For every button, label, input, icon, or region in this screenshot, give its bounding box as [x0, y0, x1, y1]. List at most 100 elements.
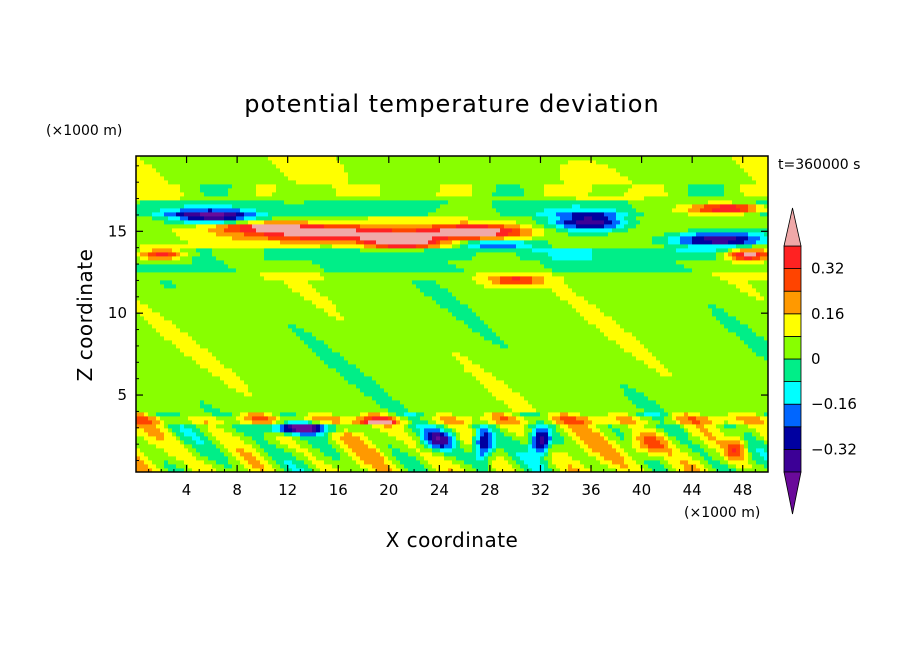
contour-cell	[268, 196, 273, 201]
contour-cell	[300, 304, 305, 309]
contour-cell	[260, 316, 265, 321]
contour-cell	[276, 212, 281, 217]
contour-cell	[208, 468, 213, 472]
contour-cell	[360, 372, 365, 377]
contour-cell	[248, 268, 253, 273]
contour-cell	[364, 256, 369, 261]
contour-cell	[284, 160, 289, 165]
contour-cell	[144, 456, 149, 461]
contour-cell	[372, 284, 377, 289]
contour-cell	[192, 364, 197, 369]
contour-cell	[324, 304, 329, 309]
contour-cell	[340, 200, 345, 205]
contour-cell	[308, 356, 313, 361]
contour-cell	[192, 444, 197, 449]
contour-cell	[324, 228, 329, 233]
contour-cell	[352, 332, 357, 337]
contour-cell	[384, 156, 389, 161]
contour-cell	[212, 336, 217, 341]
contour-cell	[328, 260, 333, 265]
contour-cell	[300, 288, 305, 293]
contour-cell	[232, 388, 237, 393]
contour-cell	[208, 348, 213, 353]
contour-cell	[312, 344, 317, 349]
contour-cell	[204, 156, 209, 161]
contour-cell	[272, 172, 277, 177]
contour-cell	[232, 408, 237, 413]
contour-cell	[156, 156, 161, 161]
contour-cell	[220, 420, 225, 425]
contour-cell	[308, 364, 313, 369]
contour-cell	[348, 228, 353, 233]
contour-cell	[324, 188, 329, 193]
contour-cell	[324, 468, 329, 472]
contour-cell	[356, 172, 361, 177]
contour-cell	[200, 164, 205, 169]
contour-cell	[172, 184, 177, 189]
contour-cell	[344, 352, 349, 357]
contour-cell	[204, 344, 209, 349]
contour-cell	[260, 220, 265, 225]
contour-cell	[332, 340, 337, 345]
contour-cell	[192, 208, 197, 213]
contour-cell	[384, 416, 389, 421]
contour-cell	[324, 360, 329, 365]
contour-cell	[368, 364, 373, 369]
contour-cell	[220, 384, 225, 389]
contour-cell	[276, 372, 281, 377]
contour-cell	[312, 240, 317, 245]
contour-cell	[348, 296, 353, 301]
contour-cell	[268, 448, 273, 453]
contour-cell	[268, 256, 273, 261]
contour-cell	[200, 328, 205, 333]
contour-cell	[156, 456, 161, 461]
contour-cell	[300, 292, 305, 297]
contour-cell	[216, 440, 221, 445]
contour-cell	[264, 224, 269, 229]
contour-cell	[152, 236, 157, 241]
contour-cell	[252, 288, 257, 293]
contour-cell	[356, 340, 361, 345]
contour-cell	[176, 276, 181, 281]
contour-cell	[336, 188, 341, 193]
contour-cell	[164, 320, 169, 325]
contour-cell	[276, 432, 281, 437]
contour-cell	[156, 264, 161, 269]
contour-cell	[344, 296, 349, 301]
contour-cell	[380, 228, 385, 233]
contour-cell	[152, 244, 157, 249]
contour-cell	[152, 448, 157, 453]
contour-cell	[300, 216, 305, 221]
contour-cell	[320, 196, 325, 201]
contour-cell	[252, 204, 257, 209]
contour-cell	[356, 388, 361, 393]
contour-cell	[328, 432, 333, 437]
contour-cell	[172, 316, 177, 321]
contour-cell	[292, 416, 297, 421]
contour-cell	[380, 448, 385, 453]
contour-cell	[168, 240, 173, 245]
contour-cell	[312, 208, 317, 213]
contour-cell	[176, 300, 181, 305]
contour-cell	[256, 288, 261, 293]
contour-cell	[204, 432, 209, 437]
contour-cell	[144, 376, 149, 381]
contour-cell	[136, 292, 141, 297]
contour-cell	[288, 380, 293, 385]
contour-cell	[260, 180, 265, 185]
contour-cell	[140, 280, 145, 285]
contour-cell	[148, 180, 153, 185]
contour-cell	[188, 380, 193, 385]
contour-cell	[240, 376, 245, 381]
contour-cell	[236, 368, 241, 373]
contour-cell	[180, 220, 185, 225]
contour-cell	[272, 296, 277, 301]
contour-cell	[224, 212, 229, 217]
contour-cell	[272, 320, 277, 325]
contour-cell	[316, 404, 321, 409]
contour-cell	[228, 260, 233, 265]
contour-cell	[212, 268, 217, 273]
contour-cell	[280, 196, 285, 201]
contour-cell	[256, 356, 261, 361]
contour-cell	[312, 156, 317, 161]
